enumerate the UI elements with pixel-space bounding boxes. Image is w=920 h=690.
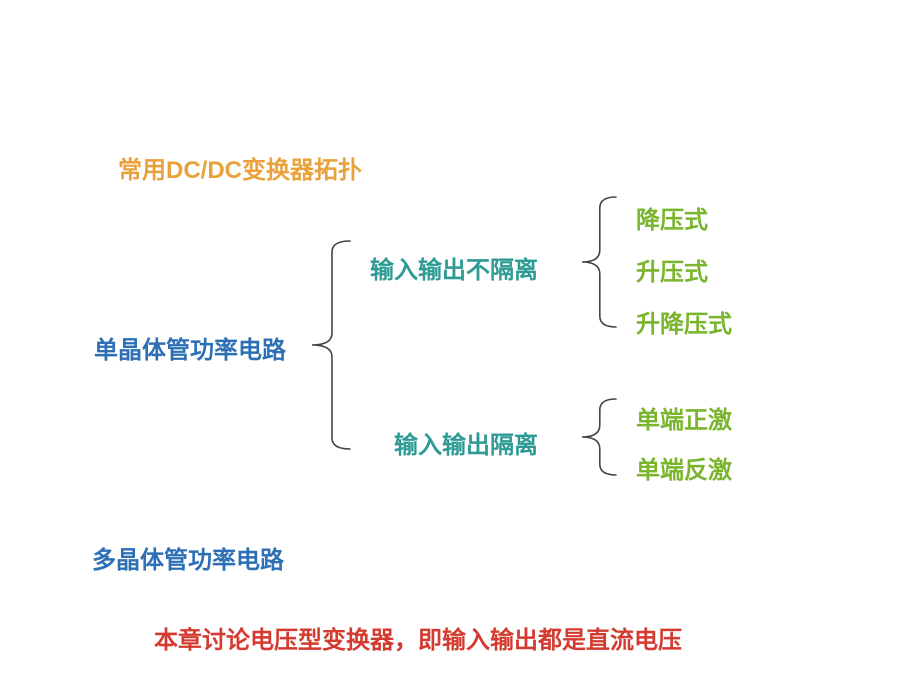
leaf-node-3: 升降压式 [636,304,732,339]
root-node-1: 单晶体管功率电路 [94,330,286,365]
leaf-node-4: 单端正激 [636,400,732,435]
brace-2 [580,196,616,328]
brace-1 [310,240,350,450]
footer-note: 本章讨论电压型变换器，即输入输出都是直流电压 [154,620,682,655]
leaf-node-5: 单端反激 [636,450,732,485]
root-node-2: 多晶体管功率电路 [92,540,284,575]
mid-node-2: 输入输出隔离 [394,425,538,460]
brace-3 [580,398,616,476]
diagram-title: 常用DC/DC变换器拓扑 [118,150,362,185]
mid-node-1: 输入输出不隔离 [370,250,538,285]
leaf-node-2: 升压式 [636,252,708,287]
leaf-node-1: 降压式 [636,200,708,235]
